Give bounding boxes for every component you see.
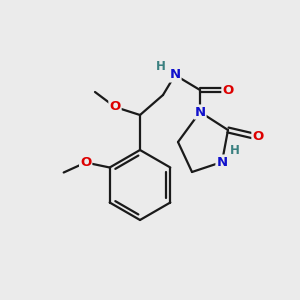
Text: H: H — [156, 61, 166, 74]
Text: N: N — [216, 155, 228, 169]
Text: O: O — [252, 130, 264, 143]
Text: O: O — [110, 100, 121, 113]
Text: N: N — [169, 68, 181, 82]
Text: H: H — [230, 143, 240, 157]
Text: O: O — [80, 156, 91, 169]
Text: O: O — [222, 83, 234, 97]
Text: N: N — [194, 106, 206, 118]
